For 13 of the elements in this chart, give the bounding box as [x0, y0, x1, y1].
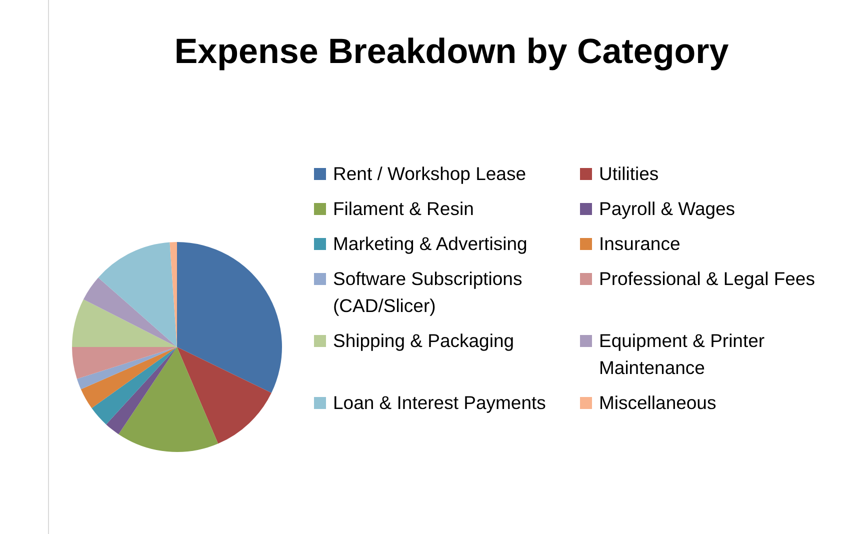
legend-label: Loan & Interest Payments — [333, 391, 546, 415]
legend-label: Equipment & Printer Maintenance — [599, 329, 766, 380]
legend-label: Payroll & Wages — [599, 197, 736, 221]
legend-label: Shipping & Packaging — [333, 329, 514, 353]
legend-label: Rent / Workshop Lease — [333, 162, 526, 186]
legend-label: Filament & Resin — [333, 197, 474, 221]
legend-label: Software Subscriptions (CAD/Slicer) — [333, 267, 524, 318]
legend-label: Marketing & Advertising — [333, 232, 528, 256]
legend-label: Insurance — [599, 232, 680, 256]
legend-label: Utilities — [599, 162, 659, 186]
legend-label: Professional & Legal Fees — [599, 267, 815, 291]
legend-label: Miscellaneous — [599, 391, 716, 415]
chart-title: Expense Breakdown by Category — [173, 32, 730, 72]
